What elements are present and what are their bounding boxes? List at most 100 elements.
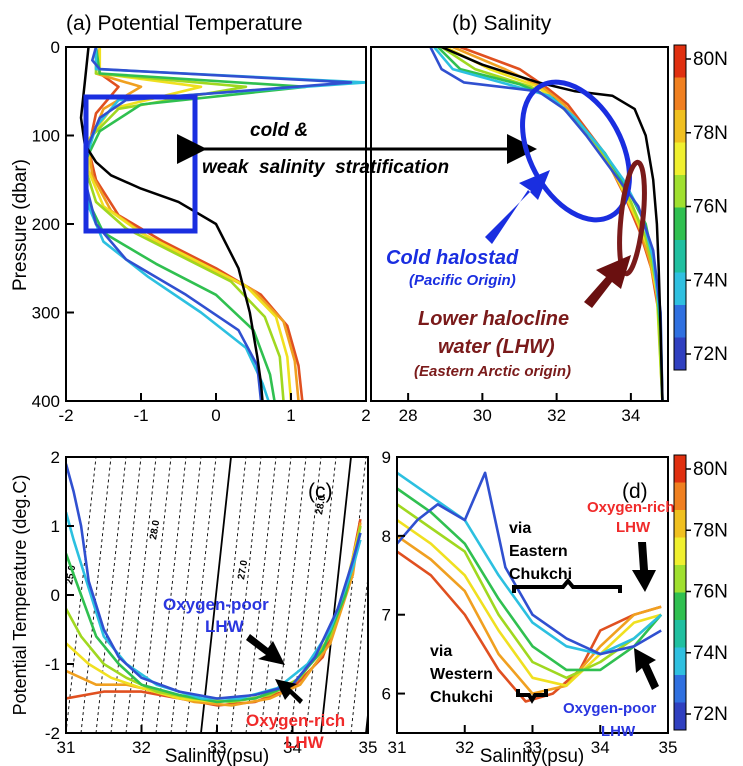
colorbar-swatch [674,675,686,703]
x-tick-label: 30 [473,406,492,425]
series-line [83,47,353,401]
x-tick-label: 28 [399,406,418,425]
x-tick-label: 33 [208,738,227,757]
isopycnal-label: 28.0 [314,494,328,516]
x-tick-label: -2 [58,406,73,425]
lhw-ellipse [617,159,647,277]
x-tick-label: 32 [547,406,566,425]
isopycnal-line [200,457,232,733]
x-tick-label: 35 [359,738,378,757]
eastern-brace [512,577,622,593]
colorbar-swatch [674,77,686,111]
colorbar-label: 76N [693,197,728,218]
series-line [66,522,362,707]
colorbar-swatch [674,565,686,593]
x-tick-label: 34 [591,738,610,757]
series-line [83,47,285,401]
oxygen-rich-lhw-label-d: LHW [616,519,651,536]
colorbar-swatch [674,272,686,306]
isopycnal-line [215,457,247,733]
x-tick-label: 1 [286,406,295,425]
series-line [397,487,663,672]
colorbar-swatch [674,647,686,676]
isopycnal-line [230,457,262,733]
colorbar-swatch [674,482,686,511]
lhw-label-line2: water (LHW) [438,336,555,358]
x-tick-label: 31 [388,738,407,757]
oxygen-poor-lhw-label-d: LHW [601,723,636,740]
colorbar-swatch [674,592,686,621]
x-tick-label: 33 [523,738,542,757]
series-line [429,47,664,401]
isopycnal-line [80,457,112,733]
panel-c-isopycnals: 25.028.027.028.0 [66,457,368,733]
isopycnal-line [185,457,217,733]
colorbar-swatch [674,510,686,538]
cold-halostad-label: Cold halostad [386,247,519,269]
series-line [66,511,362,700]
colorbar-swatch [674,207,686,241]
isopycnal-line [335,457,367,733]
panel-b-ticks: 28 30 32 34 [399,393,640,425]
series-line [397,534,662,695]
oxygen-rich-arrow-d [632,542,656,592]
colorbar-swatch [674,240,686,273]
colorbar-swatch [674,537,686,566]
panel-d-frame [396,456,669,734]
x-tick-label: 34 [283,738,302,757]
isopycnal-line [110,457,142,733]
isopycnal-line [320,457,352,733]
weak-stratification-label: weak salinity stratification [202,157,449,178]
via-eastern-2: Eastern [509,543,568,560]
panel-c-series [66,463,362,707]
colorbar-label: 72N [693,344,728,365]
isopycnal-line [125,457,157,733]
y-tick-label: -2 [45,724,60,743]
lhw-label-line1: Lower halocline [418,308,569,330]
oxygen-poor-arrow-d [634,648,659,690]
isopycnal-line [350,572,368,733]
panel-a-title: (a) Potential Temperature [66,12,303,35]
eastern-arctic-origin-label: (Eastern Arctic origin) [414,363,571,380]
isopycnal-line [275,457,307,733]
series-line [397,471,662,656]
colorbar-label: 72N [693,704,728,725]
series-line [87,47,293,401]
colorbar-label: 78N [693,123,728,144]
isopycnal-line [95,457,127,733]
colorbar-label: 80N [693,49,728,70]
y-tick-label: 200 [32,215,60,234]
colorbar-swatch [674,110,686,143]
via-eastern-3: Chukchi [509,566,572,583]
x-tick-label: 2 [361,406,370,425]
isopycnal-line [260,457,292,733]
x-tick-label: 35 [659,738,678,757]
panel-a-ylabel: Pressure (dbar) [10,159,31,291]
panel-c-ylabel: Potential Temperature (deg.C) [10,475,30,716]
via-western-1: via [430,643,452,660]
colorbar-label: 74N [693,270,728,291]
colorbar-swatch [674,337,686,371]
y-tick-label: -1 [45,655,60,674]
colorbar-label: 74N [693,643,728,664]
series-line [397,503,663,680]
cold-weak-box [83,94,198,234]
x-tick-label: -1 [133,406,148,425]
colorbar-frame [673,454,687,731]
panel-d-xlabel: Salinity(psu) [480,746,585,766]
pacific-origin-label: (Pacific Origin) [409,272,516,289]
isopycnal-line [170,457,202,733]
y-tick-label: 400 [32,392,60,411]
via-eastern-1: via [509,520,531,537]
colorbar-label: 80N [693,459,728,480]
y-tick-label: 8 [382,527,391,546]
panel-c-frame [65,456,369,734]
oxygen-poor-arrow-c [246,634,285,665]
via-western-3: Chukchi [430,689,493,706]
x-tick-label: 0 [211,406,220,425]
colorbar-swatch [674,305,686,338]
colorbar-swatch [674,175,686,208]
series-line [79,47,264,401]
panel-b-series [429,47,664,401]
halostad-arrow [485,170,550,244]
